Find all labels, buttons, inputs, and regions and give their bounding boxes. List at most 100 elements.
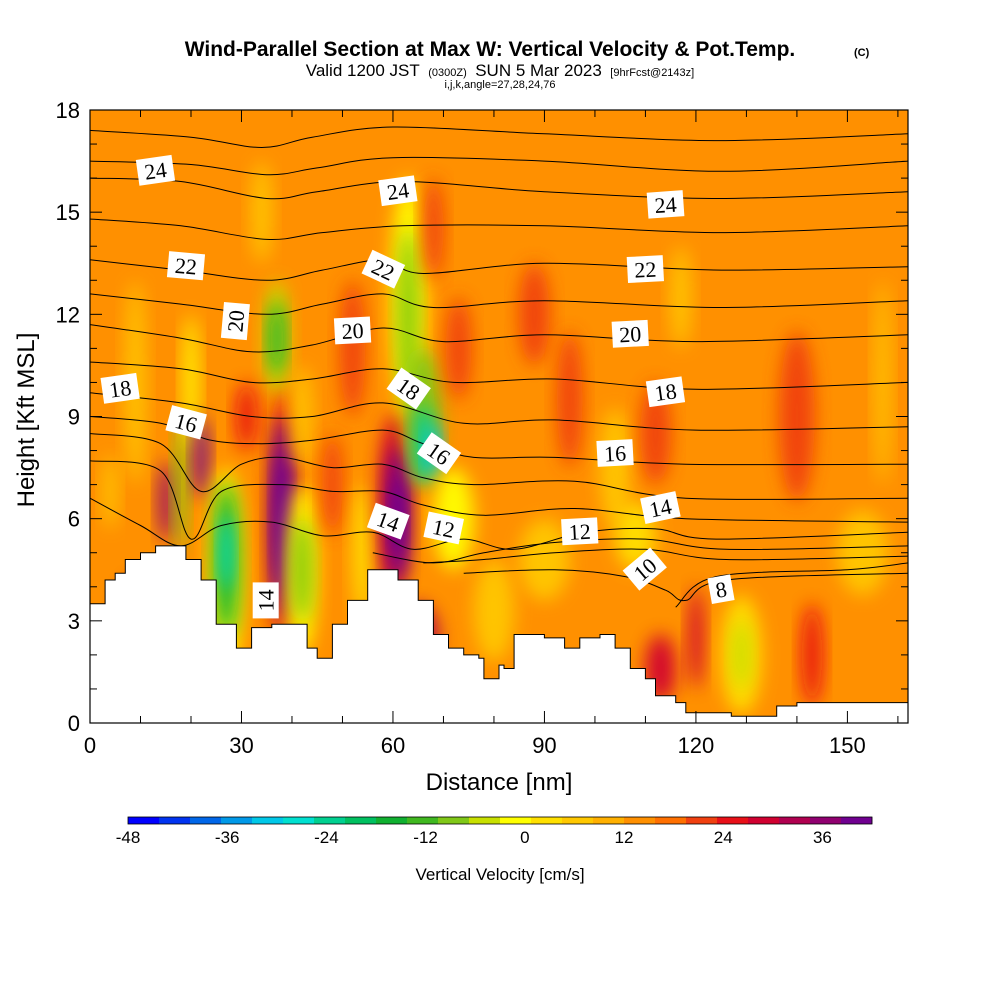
colorbar-swatch <box>128 817 160 824</box>
contour-label: 24 <box>135 154 176 186</box>
contour-label-text: 12 <box>568 519 591 545</box>
colorbar-swatch <box>376 817 408 824</box>
velocity-cell <box>398 229 419 400</box>
velocity-cell <box>688 586 704 689</box>
contour-label-text: 22 <box>174 253 198 280</box>
colorbar-swatch <box>407 817 439 824</box>
y-axis: 0 3 6 9 12 15 18 <box>56 98 908 736</box>
velocity-cell <box>251 161 272 264</box>
contour-label: 20 <box>611 319 649 348</box>
velocity-cell <box>670 246 691 349</box>
contour-label-box <box>622 547 667 591</box>
theta-isoline-26 <box>90 126 908 149</box>
contour-label: 24 <box>378 175 418 207</box>
contour-label: 12 <box>423 511 465 545</box>
colorbar-swatch <box>748 817 780 824</box>
colorbar-swatch <box>562 817 594 824</box>
theta-isolines <box>90 126 908 608</box>
contour-label-box <box>378 175 418 207</box>
colorbar-swatch <box>531 817 563 824</box>
contour-label-text: 14 <box>647 493 674 522</box>
contour-label-text: 22 <box>634 257 657 283</box>
contour-label-box <box>100 372 140 404</box>
contour-label-box <box>252 582 279 619</box>
contour-label-box <box>646 190 685 219</box>
contour-label: 12 <box>561 517 599 546</box>
colorbar-swatch <box>345 817 377 824</box>
theta-isoline-16 <box>90 433 908 500</box>
contour-label-box <box>611 319 649 348</box>
contour-label-box <box>416 432 462 475</box>
colorbar-swatch <box>190 817 222 824</box>
subtitle-date: SUN 5 Mar 2023 <box>475 61 602 80</box>
colorbar-tick-label: -12 <box>413 828 438 847</box>
colorbar-swatch <box>469 817 501 824</box>
y-tick-label: 3 <box>68 609 80 634</box>
velocity-cell <box>599 407 631 528</box>
velocity-cell <box>837 510 888 596</box>
velocity-cell <box>519 263 550 366</box>
contour-label-box <box>640 491 681 524</box>
theta-isoline-25 <box>90 156 908 176</box>
colorbar-tick-label: -48 <box>116 828 141 847</box>
theta-isoline-21 <box>90 293 908 315</box>
contour-label: 24 <box>646 190 685 219</box>
velocity-cell <box>102 453 118 529</box>
terrain-mask <box>90 545 908 723</box>
velocity-cell <box>339 280 366 417</box>
contour-label-box <box>166 251 206 281</box>
velocity-cell <box>220 515 233 591</box>
y-tick-label: 9 <box>68 405 80 430</box>
colorbar-tick-label: 24 <box>714 828 733 847</box>
contour-label: 22 <box>166 251 206 281</box>
y-axis-label: Height [Kft MSL] <box>13 333 40 508</box>
x-axis: 0 30 60 90 120 150 <box>84 110 899 758</box>
contour-label-text: 8 <box>714 576 729 603</box>
y-tick-label: 15 <box>56 200 80 225</box>
contour-label-text: 12 <box>430 514 457 543</box>
colorbar-swatch <box>438 817 470 824</box>
theta-isoline-20 <box>90 324 908 353</box>
colorbar-swatch <box>686 817 718 824</box>
velocity-cell <box>445 297 472 400</box>
contour-label-box <box>645 376 686 408</box>
chart-title: Wind-Parallel Section at Max W: Vertical… <box>185 38 796 61</box>
y-tick-label: 0 <box>68 711 80 736</box>
velocity-cell <box>174 416 188 553</box>
x-tick-label: 30 <box>229 733 253 758</box>
contour-label-text: 18 <box>653 378 678 406</box>
x-axis-label: Distance [nm] <box>426 769 573 796</box>
contour-label-box <box>626 255 665 284</box>
velocity-cell <box>269 300 285 376</box>
velocity-cell <box>557 331 583 468</box>
contour-label: 20 <box>333 316 372 345</box>
y-tick-label: 12 <box>56 302 80 327</box>
colorbar-tick-label: -36 <box>215 828 240 847</box>
contour-label-text: 24 <box>385 177 410 205</box>
colorbar-swatch <box>810 817 842 824</box>
theta-isoline-14 <box>90 497 908 550</box>
colorbar-swatch <box>624 817 656 824</box>
contour-label: 8 <box>707 574 735 605</box>
velocity-cell <box>779 331 815 502</box>
x-tick-label: 60 <box>381 733 405 758</box>
colorbar-swatch <box>841 817 873 824</box>
contour-label-box <box>423 511 465 545</box>
theta-isoline-23 <box>90 218 908 241</box>
theta-isoline-17 <box>90 416 908 466</box>
x-tick-label: 90 <box>532 733 556 758</box>
contour-label: 22 <box>626 255 665 284</box>
velocity-cell <box>291 518 313 621</box>
y-tick-label: 6 <box>68 507 80 532</box>
colorbar-swatch <box>500 817 532 824</box>
theta-isoline-19 <box>90 361 908 390</box>
colorbar-swatch <box>593 817 625 824</box>
contour-label-text: 16 <box>603 440 626 466</box>
contour-label-text: 20 <box>619 321 642 347</box>
subtitle-utc: (0300Z) <box>428 67 467 79</box>
colorbar-swatch <box>159 817 191 824</box>
colorbar-swatch <box>779 817 811 824</box>
contour-label-text: 20 <box>341 318 364 344</box>
